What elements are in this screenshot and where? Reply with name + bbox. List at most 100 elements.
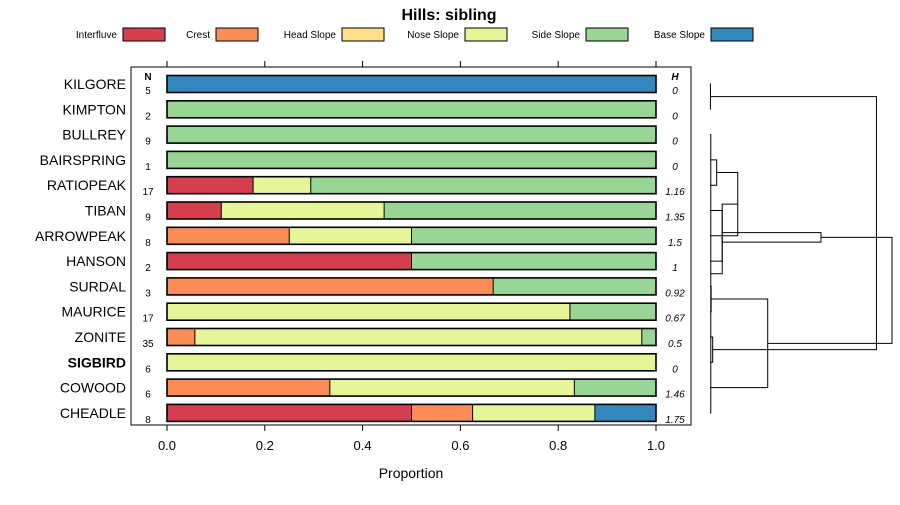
row-label-kilgore: KILGORE (64, 76, 126, 92)
h-value-tiban: 1.35 (665, 213, 685, 224)
x-tick-label-0-2: 0.2 (256, 438, 274, 453)
dendrogram-branch (710, 211, 722, 274)
bar-segment-ratiopeak-side-slope (311, 177, 656, 194)
bar-segment-arrowpeak-nose-slope (289, 227, 411, 244)
dendrogram-branch (710, 97, 876, 350)
n-value-kilgore: 5 (145, 86, 151, 97)
bar-segment-cheadle-interfluve (167, 404, 412, 421)
bar-segment-cowood-crest (167, 379, 330, 396)
n-value-hanson: 2 (145, 263, 151, 274)
bar-segment-maurice-side-slope (570, 303, 656, 320)
h-column-header: H (671, 72, 679, 83)
bar-segment-surdal-side-slope (493, 278, 656, 295)
x-tick-label-0-4: 0.4 (354, 438, 372, 453)
n-value-bairspring: 1 (145, 162, 151, 173)
bar-segment-kilgore-base-slope (167, 76, 656, 93)
row-label-surdal: SURDAL (69, 278, 126, 294)
dendrogram-branch (710, 299, 768, 388)
bar-segment-zonite-crest (167, 329, 195, 346)
x-tick-label-0-8: 0.8 (549, 438, 567, 453)
legend-label-interfluve: Interfluve (76, 30, 118, 41)
n-value-cheadle: 8 (145, 415, 151, 426)
dendrogram-branch (710, 135, 711, 413)
row-label-hanson: HANSON (66, 253, 126, 269)
row-label-cheadle: CHEADLE (60, 405, 126, 421)
legend-label-nose-slope: Nose Slope (407, 30, 459, 41)
bar-segment-zonite-nose-slope (195, 329, 642, 346)
h-value-cowood: 1.46 (665, 390, 685, 401)
legend-label-head-slope: Head Slope (284, 30, 337, 41)
x-tick-label-0-6: 0.6 (451, 438, 469, 453)
legend-label-base-slope: Base Slope (654, 30, 706, 41)
row-label-cowood: COWOOD (60, 380, 126, 396)
h-value-bairspring: 0 (672, 162, 678, 173)
h-value-kimpton: 0 (672, 111, 678, 122)
bar-segment-cheadle-crest (412, 404, 473, 421)
x-tick-label-1-0: 1.0 (647, 438, 665, 453)
n-value-maurice: 17 (142, 314, 154, 325)
dendrogram-branch (722, 233, 821, 242)
row-label-kimpton: KIMPTON (62, 101, 126, 117)
legend-swatch-interfluve (123, 28, 165, 41)
n-value-zonite: 35 (142, 339, 154, 350)
bar-segment-bairspring-side-slope (167, 151, 656, 168)
row-label-maurice: MAURICE (61, 304, 126, 320)
n-value-tiban: 9 (145, 213, 151, 224)
bar-segment-ratiopeak-interfluve (167, 177, 253, 194)
bar-segment-hanson-interfluve (167, 253, 412, 270)
bar-segment-bullrey-side-slope (167, 126, 656, 143)
row-label-zonite: ZONITE (75, 329, 126, 345)
row-label-sigbird: SIGBIRD (68, 354, 126, 370)
chart-title: Hills: sibling (401, 7, 496, 24)
bar-segment-hanson-side-slope (412, 253, 657, 270)
bar-segment-sigbird-nose-slope (167, 354, 656, 371)
bar-segment-ratiopeak-nose-slope (253, 177, 311, 194)
h-value-hanson: 1 (672, 263, 678, 274)
row-label-tiban: TIBAN (85, 203, 126, 219)
n-value-kimpton: 2 (145, 111, 151, 122)
bar-segment-tiban-side-slope (384, 202, 656, 219)
h-value-zonite: 0.5 (668, 339, 682, 350)
x-axis-title: Proportion (379, 465, 444, 481)
dendrogram (710, 84, 892, 413)
bars-group (167, 76, 656, 422)
legend-swatch-nose-slope (465, 28, 507, 41)
h-value-cheadle: 1.75 (665, 415, 685, 426)
h-value-maurice: 0.67 (665, 314, 685, 325)
row-label-bairspring: BAIRSPRING (40, 152, 126, 168)
h-value-sigbird: 0 (672, 364, 678, 375)
n-value-ratiopeak: 17 (142, 187, 154, 198)
n-value-arrowpeak: 8 (145, 238, 151, 249)
bar-segment-tiban-interfluve (167, 202, 221, 219)
h-value-ratiopeak: 1.16 (665, 187, 685, 198)
legend: Interfluve Crest Head Slope Nose Slope Side … (76, 28, 753, 67)
h-value-arrowpeak: 1.5 (668, 238, 682, 249)
row-label-arrowpeak: ARROWPEAK (35, 228, 127, 244)
x-tick-label-0-0: 0.0 (158, 438, 176, 453)
bar-segment-arrowpeak-side-slope (412, 227, 657, 244)
bar-segment-cheadle-base-slope (595, 404, 656, 421)
n-value-cowood: 6 (145, 390, 151, 401)
n-column-header: N (144, 72, 151, 83)
bar-segment-cheadle-nose-slope (473, 404, 595, 421)
bar-segment-surdal-crest (167, 278, 493, 295)
legend-label-side-slope: Side Slope (532, 30, 581, 41)
legend-label-crest: Crest (186, 30, 210, 41)
bar-segment-cowood-side-slope (574, 379, 656, 396)
legend-swatch-side-slope (586, 28, 628, 41)
n-value-sigbird: 6 (145, 364, 151, 375)
legend-swatch-crest (216, 28, 258, 41)
x-axis: 0.0 0.2 0.4 0.6 0.8 1.0 (158, 425, 665, 453)
n-value-bullrey: 9 (145, 137, 151, 148)
dendrogram-branch (768, 237, 892, 343)
bar-segment-maurice-nose-slope (167, 303, 570, 320)
bar-segment-kimpton-side-slope (167, 101, 656, 118)
bar-segment-cowood-nose-slope (330, 379, 575, 396)
bar-segment-tiban-nose-slope (221, 202, 384, 219)
n-value-surdal: 3 (145, 288, 151, 299)
row-label-bullrey: BULLREY (62, 127, 126, 143)
bar-segment-zonite-side-slope (642, 329, 656, 346)
legend-swatch-base-slope (711, 28, 753, 41)
legend-swatch-head-slope (342, 28, 384, 41)
